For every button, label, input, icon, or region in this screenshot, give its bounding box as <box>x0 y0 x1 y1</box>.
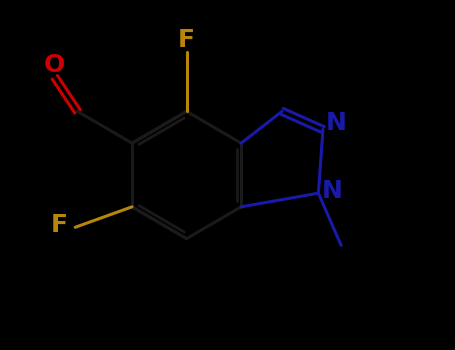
Text: N: N <box>326 111 347 135</box>
Text: F: F <box>178 28 195 51</box>
Text: N: N <box>322 179 343 203</box>
Text: O: O <box>44 52 66 77</box>
Text: F: F <box>51 213 68 237</box>
